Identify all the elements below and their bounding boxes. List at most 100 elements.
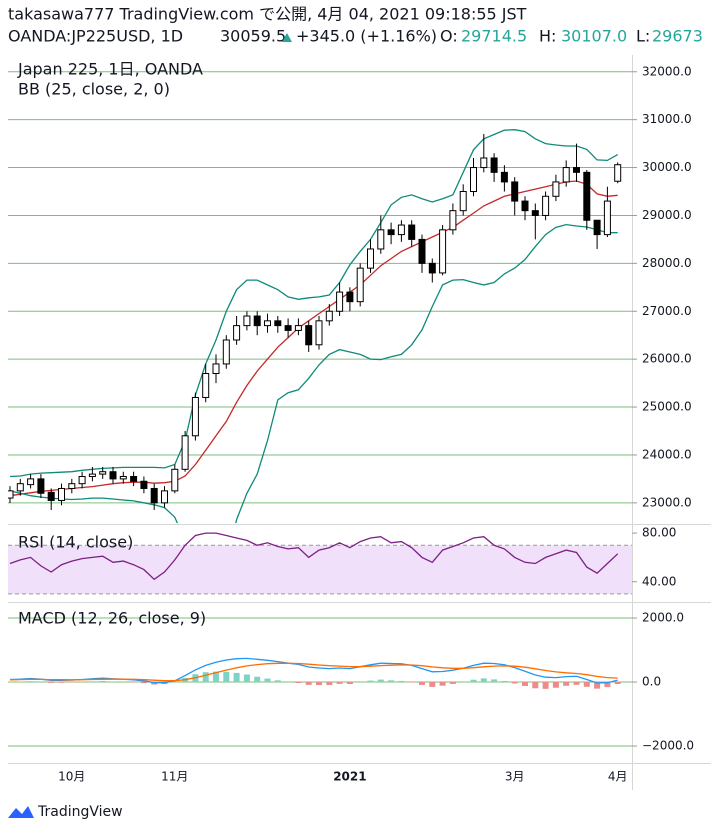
candle-body xyxy=(377,229,385,250)
y-tick-label: 30000.0 xyxy=(642,160,692,174)
panel xyxy=(8,617,632,747)
histogram-bar xyxy=(27,681,34,683)
candle-body xyxy=(37,478,45,494)
panel-title: MACD (12, 26, close, 9) xyxy=(18,609,206,628)
candle-body xyxy=(119,475,127,480)
histogram-bar xyxy=(614,682,621,685)
candle-body xyxy=(418,238,426,264)
histogram-bar xyxy=(377,679,384,683)
last-price: 30059.5 xyxy=(220,27,286,46)
candle-body xyxy=(58,487,65,501)
x-tick-label: 4月 xyxy=(608,770,628,784)
series-line xyxy=(9,129,619,478)
y-tick-label: 29000.0 xyxy=(642,208,692,222)
histogram-bar xyxy=(316,682,322,686)
change: +345.0 (+1.16%) xyxy=(296,27,437,46)
candle-body xyxy=(212,363,220,375)
candle-body xyxy=(603,200,611,236)
ohlc-key: L: xyxy=(636,27,650,46)
y-tick-label: 24000.0 xyxy=(642,447,692,461)
candle-body xyxy=(181,435,189,470)
y-tick-label: 23000.0 xyxy=(642,495,692,509)
ohlc-value: 29714.5 xyxy=(461,27,527,46)
histogram-bar xyxy=(223,671,230,683)
histogram-bar xyxy=(563,682,570,686)
candle-body xyxy=(387,229,395,236)
candle-body xyxy=(253,315,261,327)
up-arrow xyxy=(282,33,292,42)
y-tick-label: −2000.0 xyxy=(642,739,694,753)
candle-body xyxy=(161,490,168,504)
panel xyxy=(8,71,632,523)
candle-body xyxy=(408,224,416,240)
candle-body xyxy=(150,487,158,504)
y-tick-label: 0.0 xyxy=(642,675,661,689)
series-line xyxy=(9,532,619,581)
histogram-bar xyxy=(583,682,590,687)
band-fill xyxy=(8,545,632,594)
histogram-bar xyxy=(295,682,302,683)
histogram-bar xyxy=(346,682,353,685)
candle-body xyxy=(367,248,374,269)
histogram-bar xyxy=(542,682,549,689)
candle-body xyxy=(68,483,76,489)
histogram-bar xyxy=(491,679,498,683)
x-tick-label: 10月 xyxy=(58,770,85,784)
panel-title: Japan 225, 1日, OANDA xyxy=(17,60,203,79)
histogram-bar xyxy=(470,679,477,683)
header-line: takasawa777 TradingView.com で公開, 4月 04, … xyxy=(8,5,527,24)
candle-body xyxy=(88,473,96,477)
histogram-bar xyxy=(522,682,528,687)
y-tick-label: 27000.0 xyxy=(642,304,692,318)
histogram-bar xyxy=(480,678,487,683)
candle-body xyxy=(305,325,313,346)
candle-body xyxy=(47,491,55,501)
candle-body xyxy=(202,373,210,398)
series-line xyxy=(9,223,618,523)
x-tick-label: 3月 xyxy=(505,770,525,784)
candle-body xyxy=(470,167,477,193)
candle-body xyxy=(521,200,529,212)
histogram-bar xyxy=(511,682,518,684)
candle-body xyxy=(264,320,271,327)
candle-body xyxy=(274,320,282,327)
y-tick-label: 40.00 xyxy=(642,574,676,588)
x-tick-label: 11月 xyxy=(161,770,188,784)
histogram-bar xyxy=(202,672,209,683)
x-tick-label: 2021 xyxy=(333,770,366,784)
candle-body xyxy=(480,157,488,169)
histogram-bar xyxy=(326,682,333,685)
candle-body xyxy=(439,229,447,274)
histogram-bar xyxy=(449,682,456,684)
histogram-bar xyxy=(398,680,405,683)
candle-body xyxy=(27,478,35,486)
ohlc-key: H: xyxy=(539,27,556,46)
histogram-bar xyxy=(419,682,425,685)
candle-body xyxy=(78,475,86,485)
logo-mark xyxy=(8,806,34,818)
candle-body xyxy=(294,325,302,331)
histogram-bar xyxy=(213,671,219,683)
histogram-bar xyxy=(254,676,261,683)
panel xyxy=(8,532,632,595)
histogram-bar xyxy=(99,680,106,683)
symbol: OANDA:JP225USD, 1D xyxy=(8,27,183,46)
histogram-bar xyxy=(89,681,96,683)
logo xyxy=(8,806,34,818)
y-tick-label: 26000.0 xyxy=(642,352,692,366)
candle-body xyxy=(449,210,457,231)
candle-body xyxy=(593,219,601,236)
candle-body xyxy=(336,291,344,312)
candle-body xyxy=(325,310,333,322)
histogram-bar xyxy=(48,682,55,683)
candle-body xyxy=(130,475,138,482)
candle-body xyxy=(459,191,467,212)
series-line xyxy=(9,662,618,682)
histogram-bar xyxy=(429,682,436,687)
candle-body xyxy=(315,320,323,346)
ohlc-value: 29673 xyxy=(652,27,703,46)
histogram-bar xyxy=(336,682,343,684)
candle-body xyxy=(583,171,591,221)
candle-body xyxy=(531,210,539,216)
